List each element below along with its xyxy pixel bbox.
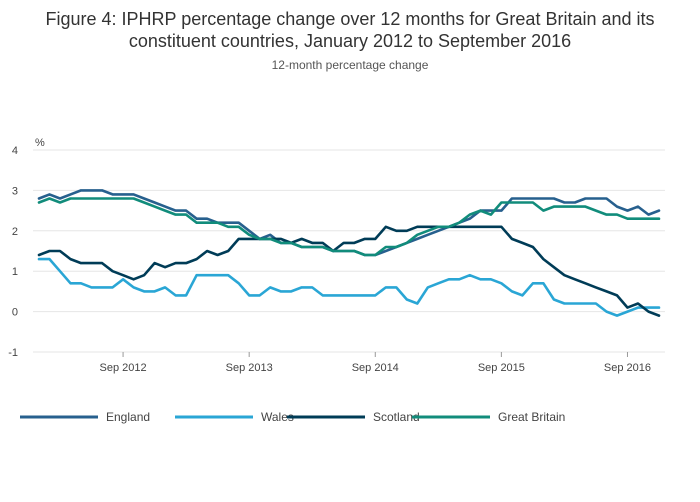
y-axis-label: % [35, 137, 45, 149]
x-tick-label: Sep 2012 [100, 362, 147, 374]
legend-item-great-britain[interactable]: Great Britain [412, 410, 565, 424]
y-tick-label: 3 [12, 185, 18, 197]
legend-label: Wales [261, 410, 294, 424]
series-line-great-britain[interactable] [37, 197, 661, 257]
y-tick-label: 2 [12, 226, 18, 238]
y-tick-label: 0 [12, 307, 18, 319]
x-tick-label: Sep 2013 [226, 362, 273, 374]
legend-item-wales[interactable]: Wales [175, 410, 294, 424]
x-tick-label: Sep 2015 [478, 362, 525, 374]
legend-item-england[interactable]: England [20, 410, 150, 424]
legend-label: England [106, 410, 150, 424]
series-line-england[interactable] [37, 189, 661, 257]
series-line-scotland[interactable] [37, 225, 661, 317]
legend-item-scotland[interactable]: Scotland [287, 410, 420, 424]
legend-label: Scotland [373, 410, 420, 424]
chart-title: Figure 4: IPHRP percentage change over 1… [45, 9, 655, 51]
y-tick-label: 1 [12, 266, 18, 278]
x-tick-label: Sep 2016 [604, 362, 651, 374]
y-axis: -1 0 1 2 3 4 [8, 145, 18, 359]
chart-subtitle: 12-month percentage change [271, 58, 429, 72]
series-lines [37, 189, 661, 317]
x-tick-label: Sep 2014 [352, 362, 399, 374]
legend[interactable]: England Wales Scotland Great Britain [20, 410, 565, 424]
series-line-wales[interactable] [37, 257, 661, 317]
y-tick-label: -1 [8, 347, 18, 359]
x-axis: Sep 2012 Sep 2013 Sep 2014 Sep 2015 Sep 2016 [100, 352, 651, 374]
y-tick-label: 4 [12, 145, 18, 157]
gridlines [33, 149, 665, 353]
legend-label: Great Britain [498, 410, 565, 424]
